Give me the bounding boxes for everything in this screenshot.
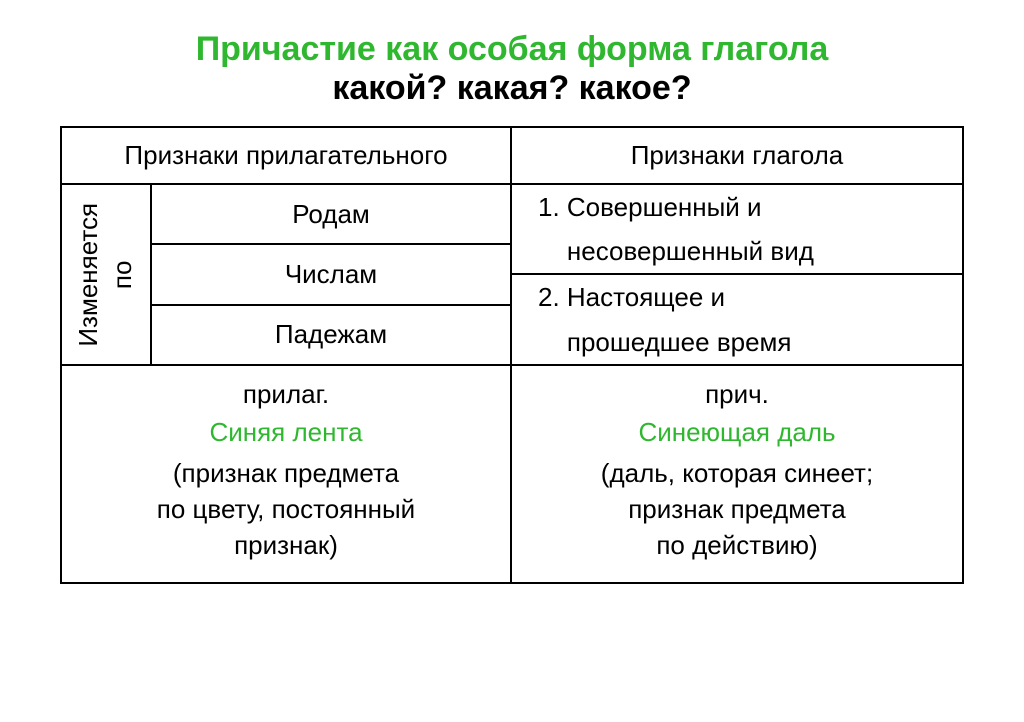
verb-item-tense: 2. Настоящее и прошедшее время (512, 275, 962, 363)
adj-item-case: Падежам (152, 306, 510, 364)
main-table: Признаки прилагательного Признаки глагол… (60, 126, 964, 584)
verb-item-aspect: 1. Совершенный и несовершенный вид (512, 185, 962, 275)
example-participle: прич. Синеющая даль (даль, которая синее… (512, 366, 962, 582)
adjective-column: Родам Числам Падежам (152, 185, 512, 364)
vertical-label-cell: Изменяетсяпо (62, 185, 152, 364)
example-adjective: прилаг. Синяя лента (признак предметапо … (62, 366, 512, 582)
header-row: Признаки прилагательного Признаки глагол… (62, 128, 962, 185)
examples-row: прилаг. Синяя лента (признак предметапо … (62, 366, 962, 582)
example-adj-category: прилаг. (74, 376, 498, 412)
verb-column: 1. Совершенный и несовершенный вид 2. На… (512, 185, 962, 364)
middle-block: Изменяетсяпо Родам Числам Падежам 1. Сов… (62, 185, 962, 366)
vertical-label: Изменяетсяпо (72, 203, 140, 347)
adj-item-number: Числам (152, 245, 510, 305)
title-block: Причастие как особая форма глагола какой… (60, 30, 964, 108)
header-adjective: Признаки прилагательного (62, 128, 512, 183)
title-line2: какой? какая? какое? (60, 69, 964, 108)
adj-item-gender: Родам (152, 185, 510, 245)
header-verb: Признаки глагола (512, 128, 962, 183)
example-adj-phrase: Синяя лента (74, 414, 498, 450)
example-part-phrase: Синеющая даль (524, 414, 950, 450)
example-part-category: прич. (524, 376, 950, 412)
title-line1: Причастие как особая форма глагола (60, 30, 964, 69)
example-part-note: (даль, которая синеет;признак предметапо… (524, 455, 950, 564)
example-adj-note: (признак предметапо цвету, постоянныйпри… (74, 455, 498, 564)
